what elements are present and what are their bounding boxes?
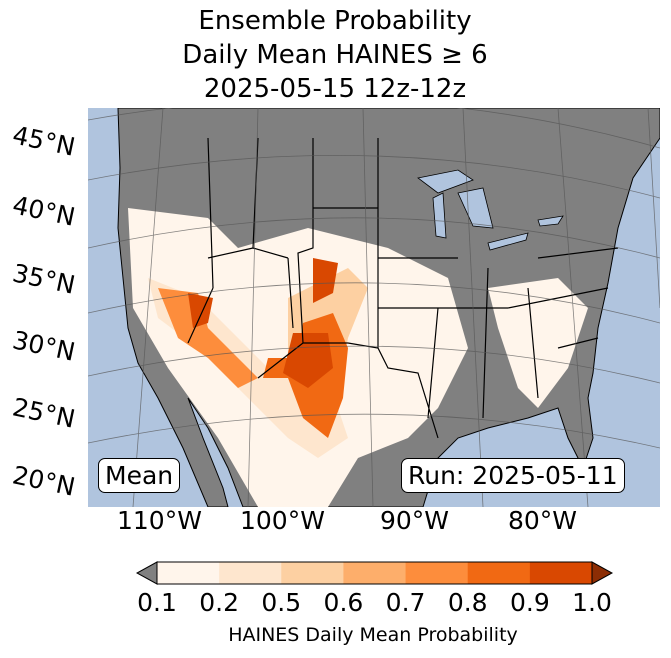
- lat-label-20n: 20°N: [9, 460, 78, 502]
- colorbar-cell: [529, 562, 593, 584]
- lat-label-45n: 45°N: [9, 120, 78, 162]
- colorbar-cell: [405, 562, 469, 584]
- state-borders: [187, 137, 619, 439]
- colorbar-cell: [281, 562, 344, 584]
- colorbar-cell: [157, 562, 220, 584]
- colorbar-cell: [467, 562, 531, 584]
- title-line-1: Ensemble Probability: [198, 6, 472, 36]
- lon-label-110w: 110°W: [117, 506, 202, 535]
- colorbar-tick-label: 0.9: [509, 588, 550, 617]
- colorbar-over-triangle: [591, 561, 614, 585]
- title-line-3: 2025-05-15 12z-12z: [203, 74, 467, 104]
- lon-label-90w: 90°W: [380, 506, 450, 535]
- lon-label-100w: 100°W: [240, 506, 325, 535]
- lat-label-25n: 25°N: [9, 392, 78, 434]
- graticule: [88, 108, 660, 507]
- colorbar-cell: [343, 562, 407, 584]
- colorbar: [135, 561, 614, 585]
- probability-map: [88, 108, 660, 507]
- colorbar-tick-label: 0.8: [447, 588, 488, 617]
- great-lakes: [417, 169, 564, 251]
- lon-label-80w: 80°W: [508, 506, 578, 535]
- lat-label-40n: 40°N: [9, 190, 78, 232]
- colorbar-tick-label: 1.0: [572, 588, 612, 617]
- lat-label-35n: 35°N: [9, 258, 78, 300]
- title-line-2: Daily Mean HAINES ≥ 6: [182, 40, 488, 70]
- colorbar-tick-label: 0.2: [199, 588, 240, 617]
- colorbar-tick-label: 0.1: [137, 588, 177, 617]
- run-date-box: Run: 2025-05-11: [401, 458, 625, 493]
- colorbar-tick-label: 0.5: [261, 588, 302, 617]
- colorbar-tick-label: 0.7: [385, 588, 426, 617]
- colorbar-under-triangle: [135, 561, 158, 585]
- colorbar-tick-label: 0.6: [323, 588, 364, 617]
- colorbar-label: HAINES Daily Mean Probability: [228, 624, 518, 646]
- lat-label-30n: 30°N: [9, 325, 78, 367]
- mean-label-box: Mean: [98, 458, 181, 493]
- colorbar-cell: [219, 562, 282, 584]
